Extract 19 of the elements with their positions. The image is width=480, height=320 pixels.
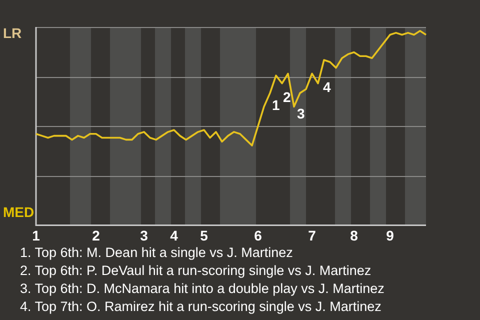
x-tick-label: 5 [200,227,208,244]
annotation: 4 [323,79,331,96]
annotation: 3 [297,106,305,122]
x-tick-label: 6 [254,227,262,244]
x-tick-label: 2 [92,227,100,244]
annotation: 2 [283,89,291,106]
x-tick-label: 1 [32,227,40,244]
text: 3. Top 6th: D. McNamara hit into a double play vs J. Martinez [20,280,384,298]
text: MED [3,204,34,220]
x-tick-label: 9 [386,227,394,244]
x-tick-label: 8 [350,227,358,244]
x-tick-label: 4 [170,227,178,244]
annotation: 1 [272,96,280,113]
x-tick-label: 3 [140,227,148,244]
text: 1. Top 6th: M. Dean hit a single vs J. Martinez [20,244,294,262]
text: LR [3,24,22,41]
text: 4. Top 7th: O. Ramirez hit a run-scoring single vs J. Martinez [20,298,382,316]
x-tick-label: 7 [308,227,316,244]
text: 2. Top 6th: P. DeVaul hit a run-scoring single vs J. Martinez [20,262,372,280]
